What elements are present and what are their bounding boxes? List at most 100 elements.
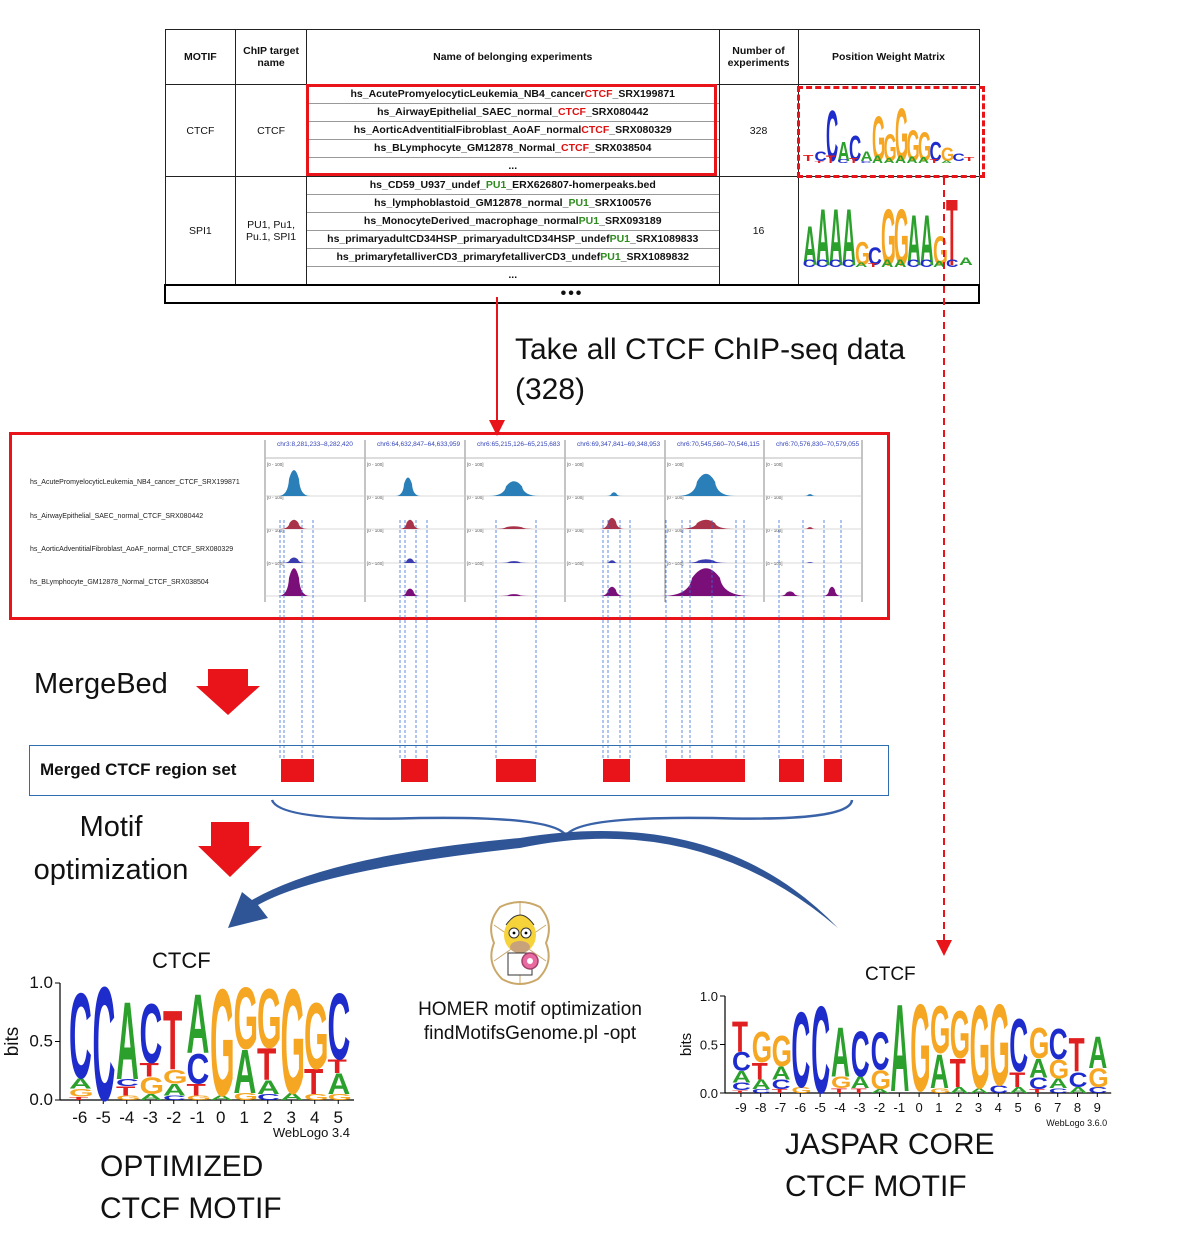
logo-y-tick: 0.0 <box>700 1086 718 1101</box>
pwm-letter: C <box>860 161 871 164</box>
logo-x-tick: 1 <box>240 1108 249 1127</box>
logo-x-tick: 9 <box>1094 1100 1101 1115</box>
pwm-letter: T <box>946 180 958 279</box>
logo-letter: A <box>140 1093 163 1102</box>
pwm-letter: C <box>816 258 829 270</box>
logo-letter: G <box>116 1094 141 1101</box>
row-experiments: hs_CD59_U937_undef_PU1_ERX626807-homerpe… <box>305 176 720 286</box>
track-peak <box>400 558 420 563</box>
pwm-letter: C <box>814 149 826 164</box>
track-peak <box>398 588 422 596</box>
logo-letter: T <box>140 1059 159 1081</box>
logo-x-tick: 5 <box>334 1108 343 1127</box>
track-scale: [0 - 100] <box>667 495 684 500</box>
pwm-letter: G <box>872 104 885 173</box>
pwm-letter: C <box>868 243 882 271</box>
pwm-letter: A <box>883 156 894 165</box>
logo-letter: T <box>752 1058 769 1085</box>
logo-letter: C <box>257 1093 280 1102</box>
experiment-item: hs_AirwayEpithelial_SAEC_normal_CTCF_SRX… <box>306 104 719 122</box>
header-pwm: Position Weight Matrix <box>797 29 980 85</box>
logo-letter: A <box>1009 1086 1028 1095</box>
logo-letter: A <box>950 1086 969 1095</box>
track-scale: [0 - 100] <box>766 495 783 500</box>
logo-letter: A <box>1088 1026 1107 1078</box>
track-label: hs_AirwayEpithelial_SAEC_normal_CTCF_SRX… <box>30 513 203 520</box>
logo-letter: C <box>93 953 116 1135</box>
pwm-letter: A <box>906 155 917 165</box>
logo-x-tick: -7 <box>775 1100 787 1115</box>
track-label: hs_AorticAdventitialFibroblast_AoAF_norm… <box>30 546 233 553</box>
ctcf-tracks-panel <box>9 432 890 620</box>
pwm-letter: A <box>959 256 973 268</box>
logo-x-tick: -1 <box>894 1100 906 1115</box>
logo-letter: T <box>304 1062 324 1102</box>
logo-x-tick: -4 <box>834 1100 846 1115</box>
logo-letter: T <box>328 1055 347 1077</box>
track-scale: [0 - 100] <box>267 561 284 566</box>
logo-letter: G <box>910 979 930 1117</box>
logo-x-tick: -3 <box>854 1100 866 1115</box>
logo-letter: G <box>304 983 329 1089</box>
logo-letter: C <box>1029 1074 1048 1093</box>
logo-letter: T <box>163 993 182 1088</box>
logo-letter: C <box>116 1077 139 1088</box>
logo-letter: G <box>234 969 259 1067</box>
merged-region-block <box>401 759 428 782</box>
merged-region-block <box>824 759 842 782</box>
jaspar-ctcf-logo: CTCF 1.0 0.5 0.0 bits -9 -8 -7 -6 -5 -4 -3 -2 -1 0 1 2 3 4… <box>678 964 1112 1128</box>
pwm-letter: A <box>829 193 843 279</box>
track-scale: [0 - 100] <box>267 462 284 467</box>
logo-x-tick: -9 <box>735 1100 747 1115</box>
logo-letter: G <box>970 982 990 1115</box>
logo-letter: A <box>732 1067 751 1086</box>
track-scale: [0 - 100] <box>567 462 584 467</box>
logo-letter: A <box>851 1073 870 1092</box>
track-peak <box>604 560 620 563</box>
logo-letter: A <box>1029 1053 1048 1083</box>
table-more-row: ••• <box>164 284 980 304</box>
pwm-letter: C <box>842 258 855 270</box>
logo-letter: T <box>116 1084 136 1099</box>
track-peak <box>498 561 530 563</box>
logo-letter: A <box>871 1088 890 1094</box>
experiment-item: hs_AorticAdventitialFibroblast_AoAF_norm… <box>306 122 719 140</box>
logo-x-tick: -6 <box>72 1108 87 1127</box>
logo-letter: C <box>772 1077 791 1092</box>
logo-letter: C <box>791 990 810 1111</box>
logo-x-tick: 3 <box>287 1108 296 1127</box>
logo-letter: T <box>732 1013 748 1061</box>
logo-letter: A <box>970 1087 989 1094</box>
pwm-letter: G <box>855 234 870 272</box>
pwm-letter: G <box>894 193 909 279</box>
track-scale: [0 - 100] <box>467 561 484 566</box>
track-scale: [0 - 100] <box>667 528 684 533</box>
pwm-letter: G <box>895 93 908 173</box>
logo-letter: G <box>1049 1054 1069 1084</box>
logo-letter: T <box>69 1096 89 1101</box>
logo-credit: WebLogo 3.4 <box>273 1125 350 1140</box>
pwm-letter: G <box>941 144 954 165</box>
pwm-letter: C <box>849 128 861 169</box>
pwm-letter: T <box>849 156 859 164</box>
homer-line-2: findMotifsGenome.pl -opt <box>423 1023 637 1044</box>
track-locus: chr6:70,545,560–70,546,115 <box>677 441 760 448</box>
pwm-letter: T <box>868 263 879 269</box>
pwm-letter: G <box>881 193 896 279</box>
merged-region-block <box>496 759 536 782</box>
row-motif: SPI1 <box>164 176 237 286</box>
mergebed-label: MergeBed <box>34 668 168 700</box>
logo-x-tick: -4 <box>119 1108 134 1127</box>
logo-letter: A <box>328 1068 351 1101</box>
logo-x-tick: -1 <box>190 1108 205 1127</box>
merged-blocks-svg <box>281 759 842 782</box>
track-peak <box>803 494 817 496</box>
track-peak <box>278 568 310 596</box>
row-target: PU1, Pu1, Pu.1, SPI1 <box>235 176 307 286</box>
logo-letter: G <box>752 1023 772 1071</box>
pwm-letter: A <box>920 201 934 279</box>
logo-letter: C <box>989 1084 1008 1096</box>
merged-region-block <box>603 759 630 782</box>
logo-y-tick: 0.0 <box>29 1090 53 1109</box>
